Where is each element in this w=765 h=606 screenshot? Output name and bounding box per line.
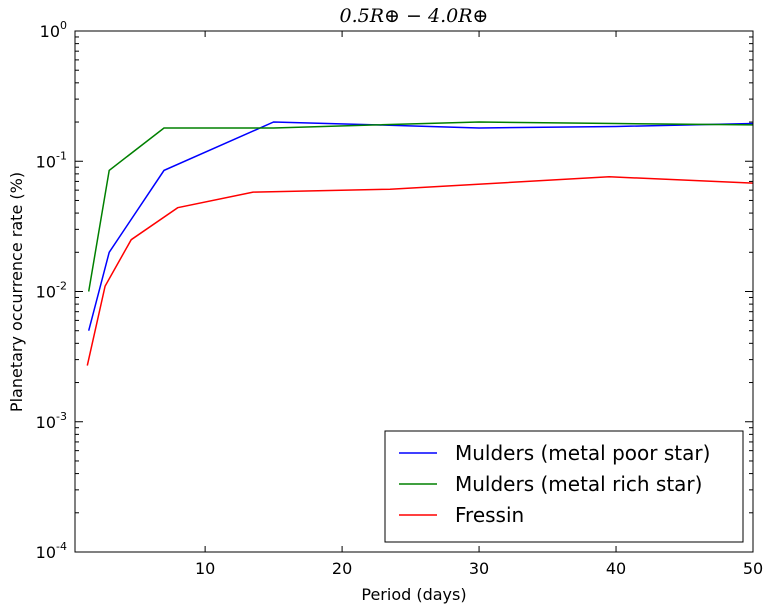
- y-tick-label: 10-2: [36, 280, 67, 302]
- x-tick-label: 30: [469, 559, 489, 578]
- legend-label: Mulders (metal rich star): [455, 472, 702, 496]
- x-tick-label: 10: [195, 559, 215, 578]
- y-tick-label: 10-1: [36, 149, 67, 171]
- series-line-1: [87, 121, 754, 331]
- series-line-3: [86, 176, 754, 366]
- series-line-2: [87, 121, 754, 292]
- legend: Mulders (metal poor star) Mulders (metal …: [384, 430, 744, 543]
- chart-title: 0.5R⊕ − 4.0R⊕: [340, 5, 489, 27]
- legend-label: Fressin: [455, 503, 524, 527]
- x-tick-label: 20: [332, 559, 352, 578]
- y-tick-label: 10-3: [36, 410, 67, 432]
- legend-label: Mulders (metal poor star): [455, 441, 710, 465]
- y-tick-label: 10-4: [36, 540, 67, 562]
- series-layer: [86, 121, 754, 366]
- x-tick-label: 50: [743, 559, 763, 578]
- x-axis-ticks: 10 20 30 40 50: [195, 31, 763, 578]
- y-tick-label: 100: [40, 19, 67, 41]
- x-axis-label: Period (days): [361, 585, 466, 604]
- y-axis-label: Planetary occurrence rate (%): [7, 172, 26, 412]
- x-tick-label: 40: [606, 559, 626, 578]
- legend-box: [384, 430, 744, 543]
- y-axis-ticks: 10-4 10-3 10-2 10-1 100: [36, 19, 753, 562]
